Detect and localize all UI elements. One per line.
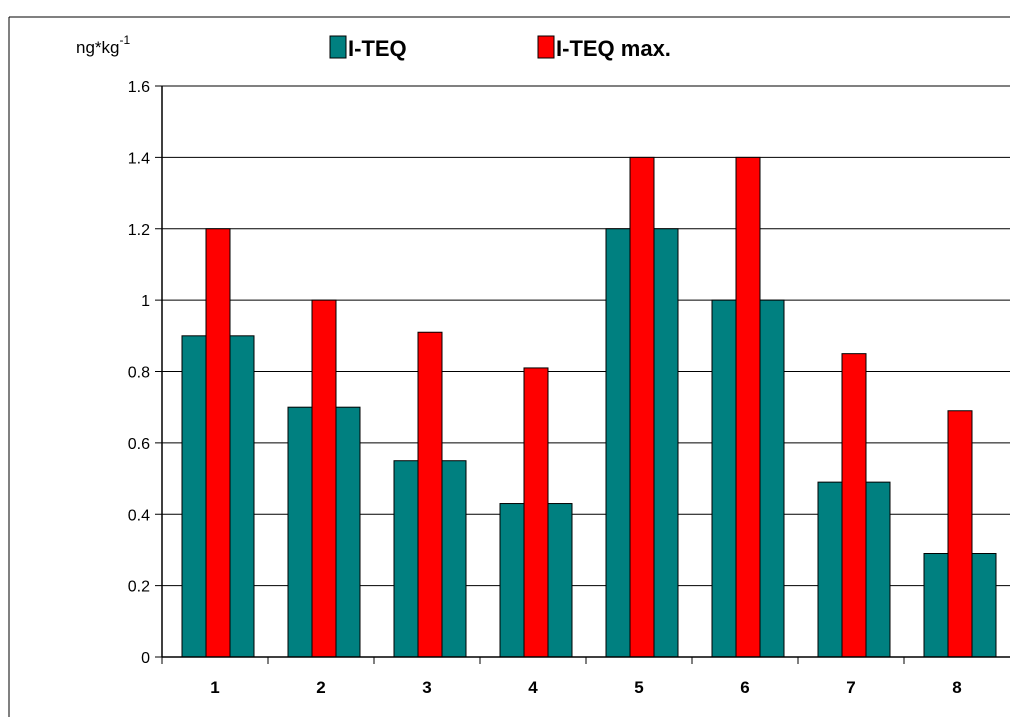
legend-swatch-i-teq-max — [537, 35, 555, 59]
y-tick-label: 1.4 — [128, 150, 150, 167]
x-tick-label: 8 — [952, 678, 961, 697]
bar-i-teq-max-3 — [417, 331, 443, 658]
y-tick-label: 0 — [141, 650, 150, 667]
bar-i-teq-1 — [181, 335, 207, 658]
y-tick-label: 0.2 — [128, 579, 150, 596]
x-tick-label: 3 — [422, 678, 431, 697]
bar-i-teq-8 — [923, 553, 949, 658]
x-tick-label: 4 — [528, 678, 538, 697]
bar-i-teq-5 — [605, 228, 631, 658]
y-tick-label: 0.6 — [128, 436, 150, 453]
y-tick-label: 0.8 — [128, 365, 150, 382]
bar-i-teq-1 — [229, 335, 255, 658]
bar-i-teq-max-4 — [523, 367, 549, 658]
bar-i-teq-8 — [971, 553, 997, 658]
bars — [181, 156, 997, 658]
legend-swatch-i-teq — [329, 35, 347, 59]
bar-i-teq-4 — [547, 503, 573, 658]
x-tick-label: 7 — [846, 678, 855, 697]
bar-i-teq-5 — [653, 228, 679, 658]
bar-i-teq-7 — [865, 481, 891, 658]
bar-i-teq-6 — [759, 299, 785, 658]
y-tick-label: 1.2 — [128, 222, 150, 239]
bar-i-teq-7 — [817, 481, 843, 658]
axes — [155, 85, 1010, 664]
y-tick-label: 1.6 — [128, 79, 150, 96]
bar-i-teq-max-5 — [629, 156, 655, 658]
tick-labels: 0 0.2 0.4 0.6 0.8 1 1.2 1.4 1.6 1 2 3 4 5 6 7 8 — [128, 79, 962, 697]
y-tick-label: 0.4 — [128, 507, 150, 524]
bar-i-teq-2 — [287, 406, 313, 658]
legend-label-i-teq-max: I-TEQ max. — [556, 36, 671, 61]
x-tick-label: 1 — [210, 678, 219, 697]
bar-i-teq-max-8 — [947, 410, 973, 658]
bar-i-teq-6 — [711, 299, 737, 658]
bar-i-teq-max-7 — [841, 353, 867, 658]
legend-label-i-teq: I-TEQ — [348, 36, 407, 61]
bar-i-teq-max-2 — [311, 299, 337, 658]
bar-i-teq-2 — [335, 406, 361, 658]
x-tick-label: 5 — [634, 678, 643, 697]
legend: I-TEQ I-TEQ max. — [329, 35, 671, 61]
y-unit-label: ng*kg-1 — [76, 33, 130, 57]
x-tick-label: 6 — [740, 678, 749, 697]
bar-i-teq-3 — [393, 460, 419, 658]
bar-i-teq-max-6 — [735, 156, 761, 658]
bar-i-teq-3 — [441, 460, 467, 658]
bar-i-teq-4 — [499, 503, 525, 658]
y-tick-label: 1 — [141, 293, 150, 310]
x-tick-label: 2 — [316, 678, 325, 697]
bar-i-teq-max-1 — [205, 228, 231, 658]
